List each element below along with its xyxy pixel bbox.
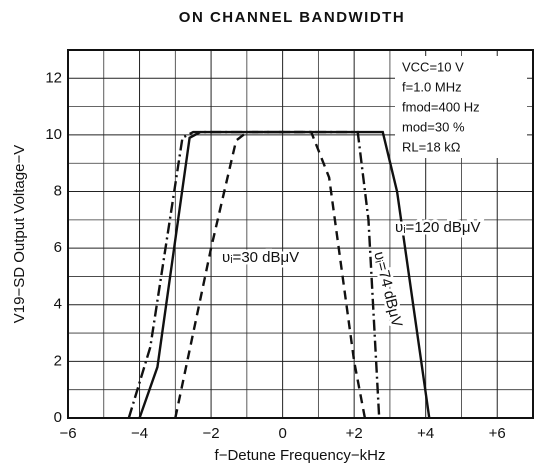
x-tick-label: −6 [59,425,76,442]
x-tick-label: +6 [489,425,506,442]
series-line [138,130,431,419]
y-tick-label: 10 [45,126,62,143]
series-label: υᵢ=74 dBμV [370,250,405,329]
y-tick-label: 2 [54,352,62,369]
y-tick-label: 12 [45,69,62,86]
y-tick-label: 0 [54,409,62,426]
y-tick-label: 6 [54,239,62,256]
annotation: mod=30 % [402,119,465,134]
y-axis-label: V19−SD Output Voltage−V [11,145,28,323]
series-label: υᵢ=30 dBμV [222,249,299,266]
plot-frame [67,49,534,419]
y-tick-label: 8 [54,183,62,200]
x-tick-label: −4 [131,425,148,442]
chart-title: ON CHANNEL BANDWIDTH [179,9,405,26]
series-line [174,130,367,419]
annotation-box [395,56,527,158]
x-tick-label: 0 [278,425,286,442]
x-tick-label: −2 [203,425,220,442]
series-label: υᵢ=30 dBμV [222,249,299,266]
x-axis-label: f−Detune Frequency−kHz [215,447,386,464]
annotation: VCC=10 V [402,59,464,74]
annotation: RL=18 kΩ [402,139,461,154]
annotation: f=1.0 MHz [402,79,462,94]
series-label: υᵢ=120 dBμV [395,219,481,236]
y-tick-label: 4 [54,296,62,313]
x-tick-label: +2 [346,425,363,442]
annotation: fmod=400 Hz [402,99,480,114]
x-tick-label: +4 [417,425,434,442]
series-line [127,130,381,419]
series-label: υᵢ=120 dBμV [395,219,481,236]
